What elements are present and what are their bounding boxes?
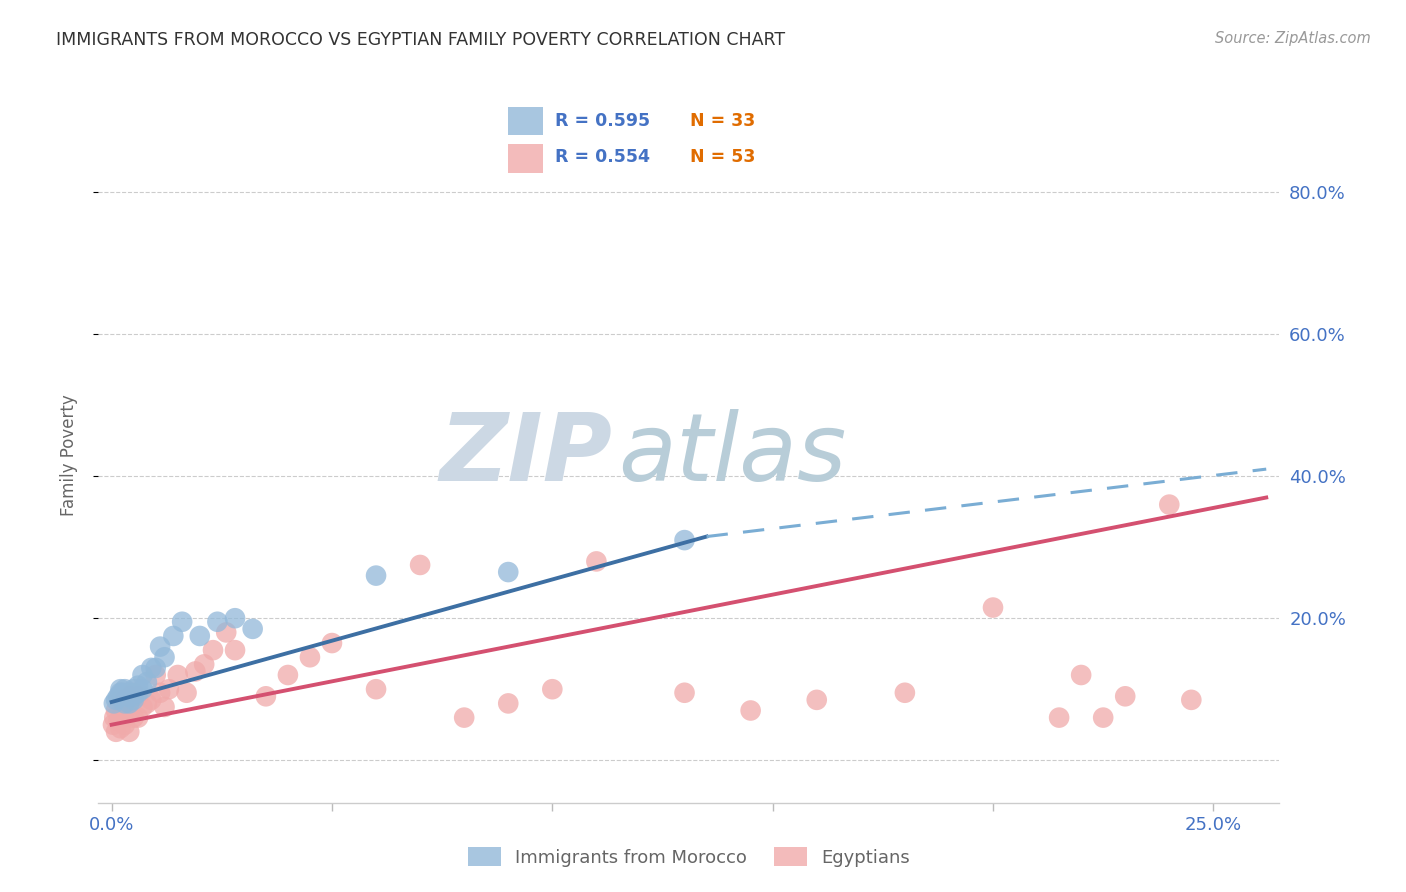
- Point: [127, 690, 149, 704]
- Text: N = 53: N = 53: [689, 148, 755, 167]
- Point: [153, 700, 176, 714]
- Point: [1092, 710, 1115, 724]
- Point: [127, 679, 149, 693]
- Point: [894, 686, 917, 700]
- Point: [145, 668, 167, 682]
- Point: [105, 724, 128, 739]
- Text: IMMIGRANTS FROM MOROCCO VS EGYPTIAN FAMILY POVERTY CORRELATION CHART: IMMIGRANTS FROM MOROCCO VS EGYPTIAN FAMI…: [56, 31, 786, 49]
- Point: [131, 668, 153, 682]
- Point: [541, 682, 564, 697]
- Point: [127, 686, 149, 700]
- Point: [118, 697, 141, 711]
- Point: [172, 615, 194, 629]
- Point: [114, 682, 136, 697]
- Point: [107, 714, 129, 728]
- Point: [153, 650, 176, 665]
- Point: [122, 686, 145, 700]
- Point: [103, 697, 125, 711]
- Text: atlas: atlas: [619, 409, 846, 500]
- Point: [101, 717, 124, 731]
- Point: [364, 682, 387, 697]
- Point: [135, 675, 157, 690]
- Point: [496, 565, 519, 579]
- Text: R = 0.595: R = 0.595: [555, 112, 650, 130]
- Y-axis label: Family Poverty: Family Poverty: [59, 394, 77, 516]
- Point: [277, 668, 299, 682]
- Point: [673, 533, 696, 548]
- Point: [122, 690, 145, 704]
- Point: [145, 661, 167, 675]
- Point: [122, 710, 145, 724]
- Point: [110, 710, 132, 724]
- Point: [110, 682, 132, 697]
- Text: N = 33: N = 33: [689, 112, 755, 130]
- Point: [118, 707, 141, 722]
- Point: [981, 600, 1004, 615]
- Legend: Immigrants from Morocco, Egyptians: Immigrants from Morocco, Egyptians: [461, 839, 917, 874]
- Point: [103, 710, 125, 724]
- Point: [184, 665, 207, 679]
- Point: [1114, 690, 1136, 704]
- Point: [114, 704, 136, 718]
- Point: [1159, 498, 1181, 512]
- Point: [122, 682, 145, 697]
- Point: [114, 717, 136, 731]
- Point: [135, 697, 157, 711]
- Point: [162, 629, 184, 643]
- Point: [1180, 693, 1202, 707]
- Point: [157, 682, 180, 697]
- Point: [321, 636, 343, 650]
- Text: ZIP: ZIP: [439, 409, 612, 501]
- Point: [364, 568, 387, 582]
- Point: [176, 686, 198, 700]
- Point: [201, 643, 224, 657]
- Point: [188, 629, 211, 643]
- FancyBboxPatch shape: [508, 144, 543, 173]
- Point: [224, 611, 246, 625]
- Point: [1070, 668, 1092, 682]
- Point: [141, 693, 163, 707]
- Point: [105, 704, 128, 718]
- Point: [193, 657, 215, 672]
- Point: [207, 615, 229, 629]
- Text: Source: ZipAtlas.com: Source: ZipAtlas.com: [1215, 31, 1371, 46]
- Point: [131, 682, 153, 697]
- Point: [110, 686, 132, 700]
- Point: [114, 697, 136, 711]
- Point: [110, 721, 132, 735]
- Point: [110, 693, 132, 707]
- Point: [131, 700, 153, 714]
- Point: [118, 690, 141, 704]
- Point: [118, 690, 141, 704]
- Text: R = 0.554: R = 0.554: [555, 148, 650, 167]
- Point: [496, 697, 519, 711]
- Point: [298, 650, 321, 665]
- Point: [141, 661, 163, 675]
- Point: [740, 704, 762, 718]
- Point: [215, 625, 238, 640]
- Point: [118, 724, 141, 739]
- Point: [105, 693, 128, 707]
- Point: [107, 690, 129, 704]
- Point: [149, 686, 172, 700]
- Point: [254, 690, 277, 704]
- Point: [111, 686, 134, 700]
- Point: [1047, 710, 1070, 724]
- Point: [166, 668, 188, 682]
- FancyBboxPatch shape: [508, 107, 543, 136]
- Point: [673, 686, 696, 700]
- Point: [585, 554, 607, 568]
- Point: [122, 693, 145, 707]
- Point: [453, 710, 475, 724]
- Point: [118, 686, 141, 700]
- Point: [127, 710, 149, 724]
- Point: [114, 693, 136, 707]
- Point: [149, 640, 172, 654]
- Point: [409, 558, 432, 572]
- Point: [114, 690, 136, 704]
- Point: [242, 622, 264, 636]
- Point: [806, 693, 828, 707]
- Point: [224, 643, 246, 657]
